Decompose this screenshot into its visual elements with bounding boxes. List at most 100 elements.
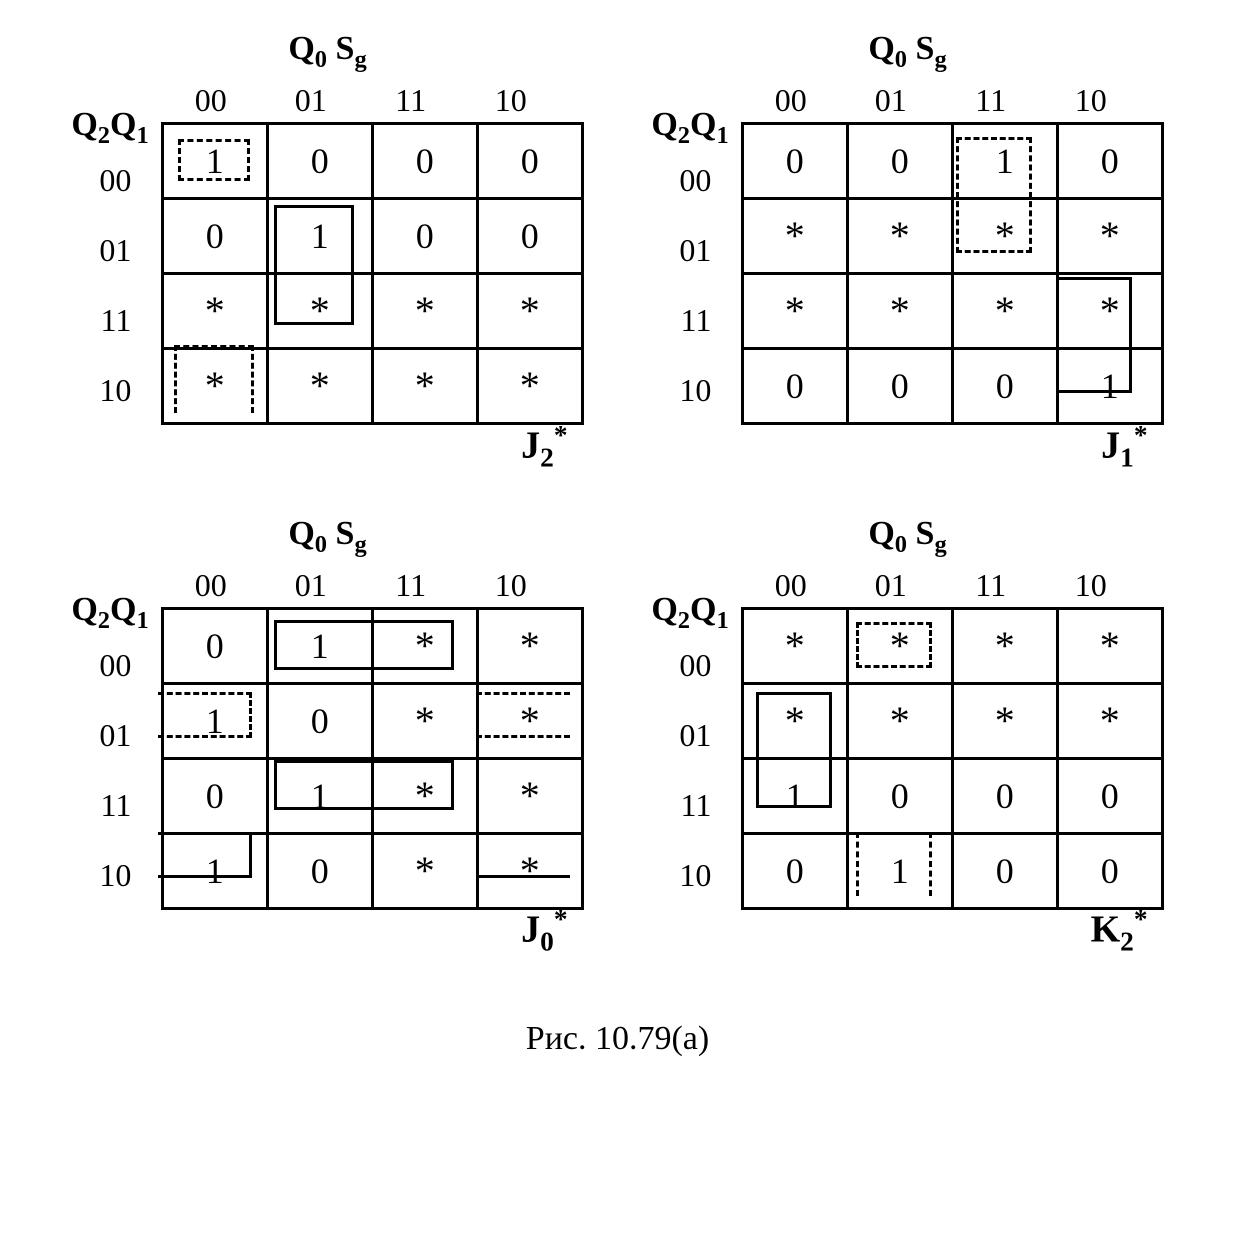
kmap-cell: 0: [162, 758, 267, 833]
row-label: 01: [651, 215, 721, 285]
row-variables-label: Q2Q1: [651, 105, 728, 145]
kmap-body: Q2Q100011110000111100010********0001: [651, 80, 1163, 425]
kmap-cell: *: [372, 273, 477, 348]
table-row: ****: [742, 683, 1162, 758]
kmap-cell: *: [477, 273, 582, 348]
col-variables-label: Q0 Sg: [288, 30, 366, 74]
kmap-cell: 0: [267, 833, 372, 908]
column-label: 10: [1041, 80, 1141, 120]
column-label: 10: [461, 80, 561, 120]
kmap-cell: *: [847, 608, 952, 683]
kmap-cell: 1: [952, 123, 1057, 198]
table-row: 0100: [162, 198, 582, 273]
kmap-cell: *: [742, 683, 847, 758]
kmap-body: Q2Q1000111100001111010000100********: [71, 80, 583, 425]
kmap-cell: 0: [952, 833, 1057, 908]
kmap-cell: *: [1057, 608, 1162, 683]
kmap-cell: 0: [267, 123, 372, 198]
row-label: 00: [71, 630, 141, 700]
kmap-cell: *: [477, 683, 582, 758]
kmap-table: ********10000100: [741, 607, 1164, 910]
kmap-cell: 0: [847, 123, 952, 198]
kmap-cell: 0: [372, 198, 477, 273]
kmap-cell: *: [742, 608, 847, 683]
column-label: 11: [361, 80, 461, 120]
column-label: 10: [461, 565, 561, 605]
kmap-cell: *: [952, 608, 1057, 683]
table-row: ****: [742, 608, 1162, 683]
kmap-cell: 0: [477, 198, 582, 273]
kmap-cell: *: [847, 198, 952, 273]
kmap-J1: Q0 SgQ2Q100011110000111100010********000…: [648, 30, 1168, 425]
row-variables-label: Q2Q1: [71, 105, 148, 145]
col-variables-label: Q0 Sg: [868, 515, 946, 559]
table-row: ****: [162, 348, 582, 423]
column-label: 00: [741, 80, 841, 120]
row-label: 11: [651, 770, 721, 840]
kmap-table: 01**10**01**10**: [161, 607, 584, 910]
kmap-J0: Q0 SgQ2Q1000111100001111001**10**01**10*…: [68, 515, 588, 910]
kmap-cell: *: [372, 758, 477, 833]
kmap-cell: *: [372, 833, 477, 908]
kmap-cell: 1: [742, 758, 847, 833]
kmap-cell: *: [267, 273, 372, 348]
kmap-cell: *: [742, 198, 847, 273]
kmap-cell: *: [372, 608, 477, 683]
table-row: ****: [742, 198, 1162, 273]
kmap-cell: 0: [1057, 833, 1162, 908]
table-row: 0100: [742, 833, 1162, 908]
kmap-cell: 0: [1057, 758, 1162, 833]
column-label: 00: [741, 565, 841, 605]
row-label: 10: [71, 355, 141, 425]
column-label: 00: [161, 565, 261, 605]
table-row: ****: [742, 273, 1162, 348]
kmap-cell: *: [477, 833, 582, 908]
kmap-table: 10000100********: [161, 122, 584, 425]
row-label: 10: [651, 355, 721, 425]
kmap-cell: 0: [477, 123, 582, 198]
kmap-cell: 1: [267, 608, 372, 683]
table-row: 10**: [162, 683, 582, 758]
kmap-cell: 0: [847, 348, 952, 423]
column-label: 11: [941, 565, 1041, 605]
kmap-cell: *: [372, 683, 477, 758]
kmap-cell: 1: [162, 123, 267, 198]
table-row: 10**: [162, 833, 582, 908]
kmap-cell: *: [847, 683, 952, 758]
kmap-cell: 0: [742, 833, 847, 908]
column-label: 00: [161, 80, 261, 120]
column-label: 11: [361, 565, 461, 605]
kmap-cell: *: [477, 758, 582, 833]
row-label: 00: [651, 145, 721, 215]
kmap-cell: 1: [267, 758, 372, 833]
function-label: J1*: [1101, 420, 1147, 473]
kmap-cell: 1: [1057, 348, 1162, 423]
kmap-cell: *: [267, 348, 372, 423]
kmap-cell: *: [742, 273, 847, 348]
column-label: 01: [261, 565, 361, 605]
kmap-cell: *: [162, 348, 267, 423]
table-row: 01**: [162, 608, 582, 683]
kmap-cell: *: [847, 273, 952, 348]
table-row: 01**: [162, 758, 582, 833]
kmap-cell: 0: [952, 758, 1057, 833]
row-variables-label: Q2Q1: [651, 590, 728, 630]
row-label: 01: [651, 700, 721, 770]
row-label: 10: [71, 840, 141, 910]
kmap-cell: 1: [267, 198, 372, 273]
row-label: 00: [71, 145, 141, 215]
row-label: 11: [71, 285, 141, 355]
kmap-cell: *: [952, 198, 1057, 273]
kmap-cell: *: [1057, 273, 1162, 348]
row-label: 10: [651, 840, 721, 910]
column-label: 01: [841, 565, 941, 605]
kmap-cell: 0: [742, 348, 847, 423]
kmap-cell: *: [477, 348, 582, 423]
kmap-cell: *: [1057, 198, 1162, 273]
kmap-cell: *: [477, 608, 582, 683]
kmap-cell: *: [952, 683, 1057, 758]
kmap-cell: 1: [162, 833, 267, 908]
table-row: ****: [162, 273, 582, 348]
function-label: J0*: [521, 904, 567, 957]
function-label: K2*: [1091, 904, 1148, 957]
